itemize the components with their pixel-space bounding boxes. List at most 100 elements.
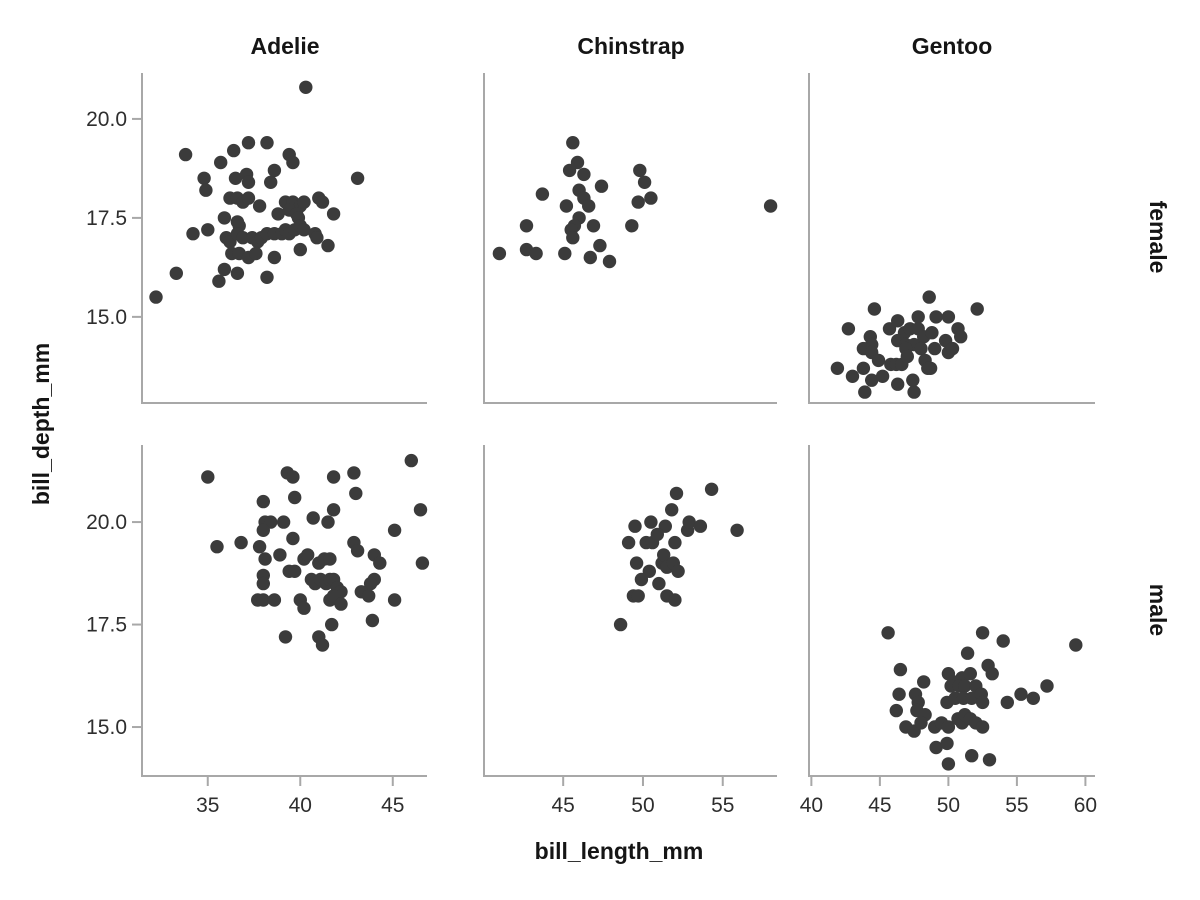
x-tick-label: 55	[711, 794, 734, 817]
data-point	[297, 223, 311, 237]
x-tick-label: 60	[1074, 794, 1097, 817]
data-point	[889, 703, 903, 718]
data-point	[212, 274, 226, 288]
data-point	[693, 519, 708, 533]
data-point	[326, 503, 341, 517]
data-point	[350, 171, 365, 185]
data-point	[881, 626, 895, 640]
y-axis-title: bill_depth_mm	[28, 342, 54, 506]
data-point	[267, 593, 282, 607]
data-point	[273, 548, 287, 562]
data-point	[214, 155, 228, 170]
data-point	[310, 231, 324, 245]
data-point	[169, 266, 183, 280]
data-point	[178, 147, 193, 162]
data-point	[914, 341, 928, 356]
data-point	[634, 572, 649, 587]
data-point	[954, 330, 968, 344]
data-point	[299, 80, 313, 95]
data-point	[975, 720, 990, 734]
data-point	[301, 548, 315, 562]
x-tick-label: 55	[1005, 794, 1028, 817]
data-point	[562, 163, 577, 178]
data-point	[321, 238, 335, 253]
x-tick-label: 50	[937, 794, 960, 817]
x-tick-label: 40	[800, 794, 823, 817]
data-point	[594, 179, 609, 193]
data-point	[867, 302, 882, 316]
data-point	[227, 143, 241, 158]
data-point	[865, 373, 879, 387]
data-point	[349, 486, 363, 501]
data-point	[657, 548, 671, 562]
data-point	[288, 490, 302, 505]
data-point	[286, 470, 300, 484]
data-point	[321, 515, 335, 529]
data-point	[149, 290, 163, 304]
y-tick-label: 20.0	[86, 511, 127, 534]
data-point	[350, 544, 365, 558]
data-point	[858, 385, 872, 399]
data-point	[404, 453, 418, 468]
data-point	[566, 136, 580, 150]
data-point	[577, 167, 591, 182]
data-point	[856, 361, 871, 375]
data-point	[996, 634, 1010, 648]
y-tick-label: 20.0	[86, 108, 127, 131]
data-point	[559, 199, 574, 213]
data-point	[960, 646, 975, 660]
data-point	[985, 667, 999, 681]
data-point	[256, 576, 270, 591]
data-point	[260, 270, 274, 284]
data-point	[631, 195, 645, 209]
y-tick-label: 15.0	[86, 306, 127, 329]
data-point	[671, 564, 685, 578]
data-point	[882, 322, 897, 336]
data-point	[845, 369, 860, 383]
data-point	[928, 341, 942, 356]
data-point	[201, 470, 215, 484]
facet-column-title-chinstrap: Chinstrap	[577, 33, 685, 59]
data-point	[907, 385, 921, 399]
y-tick-label: 17.5	[86, 207, 127, 230]
data-point	[644, 191, 658, 205]
data-point	[929, 310, 943, 324]
data-point	[535, 187, 550, 201]
data-point	[326, 207, 341, 221]
data-point	[297, 195, 311, 209]
data-point	[633, 163, 647, 178]
data-point	[186, 227, 200, 241]
data-point	[323, 552, 337, 566]
data-point	[652, 576, 666, 591]
data-point	[593, 238, 607, 253]
data-point	[306, 511, 320, 525]
data-point	[922, 290, 936, 304]
data-point	[241, 175, 256, 189]
data-point	[965, 749, 979, 763]
data-point	[970, 302, 984, 316]
data-point	[288, 564, 302, 578]
data-point	[230, 266, 245, 280]
data-point	[945, 341, 960, 356]
data-point	[260, 136, 274, 150]
data-point	[906, 373, 920, 387]
data-point	[315, 638, 330, 652]
data-point	[975, 626, 990, 640]
data-point	[197, 171, 211, 185]
data-point	[871, 353, 886, 368]
data-point	[658, 519, 672, 533]
data-point	[629, 556, 644, 570]
data-point	[373, 556, 387, 570]
data-point	[644, 515, 658, 529]
data-point	[256, 593, 270, 607]
data-point	[963, 667, 977, 681]
data-point	[217, 262, 232, 277]
x-tick-label: 45	[381, 794, 404, 817]
data-point	[665, 503, 679, 517]
data-point	[900, 349, 914, 364]
data-point	[704, 482, 719, 496]
data-point	[387, 593, 402, 607]
data-point	[276, 515, 291, 529]
data-point	[586, 219, 601, 233]
